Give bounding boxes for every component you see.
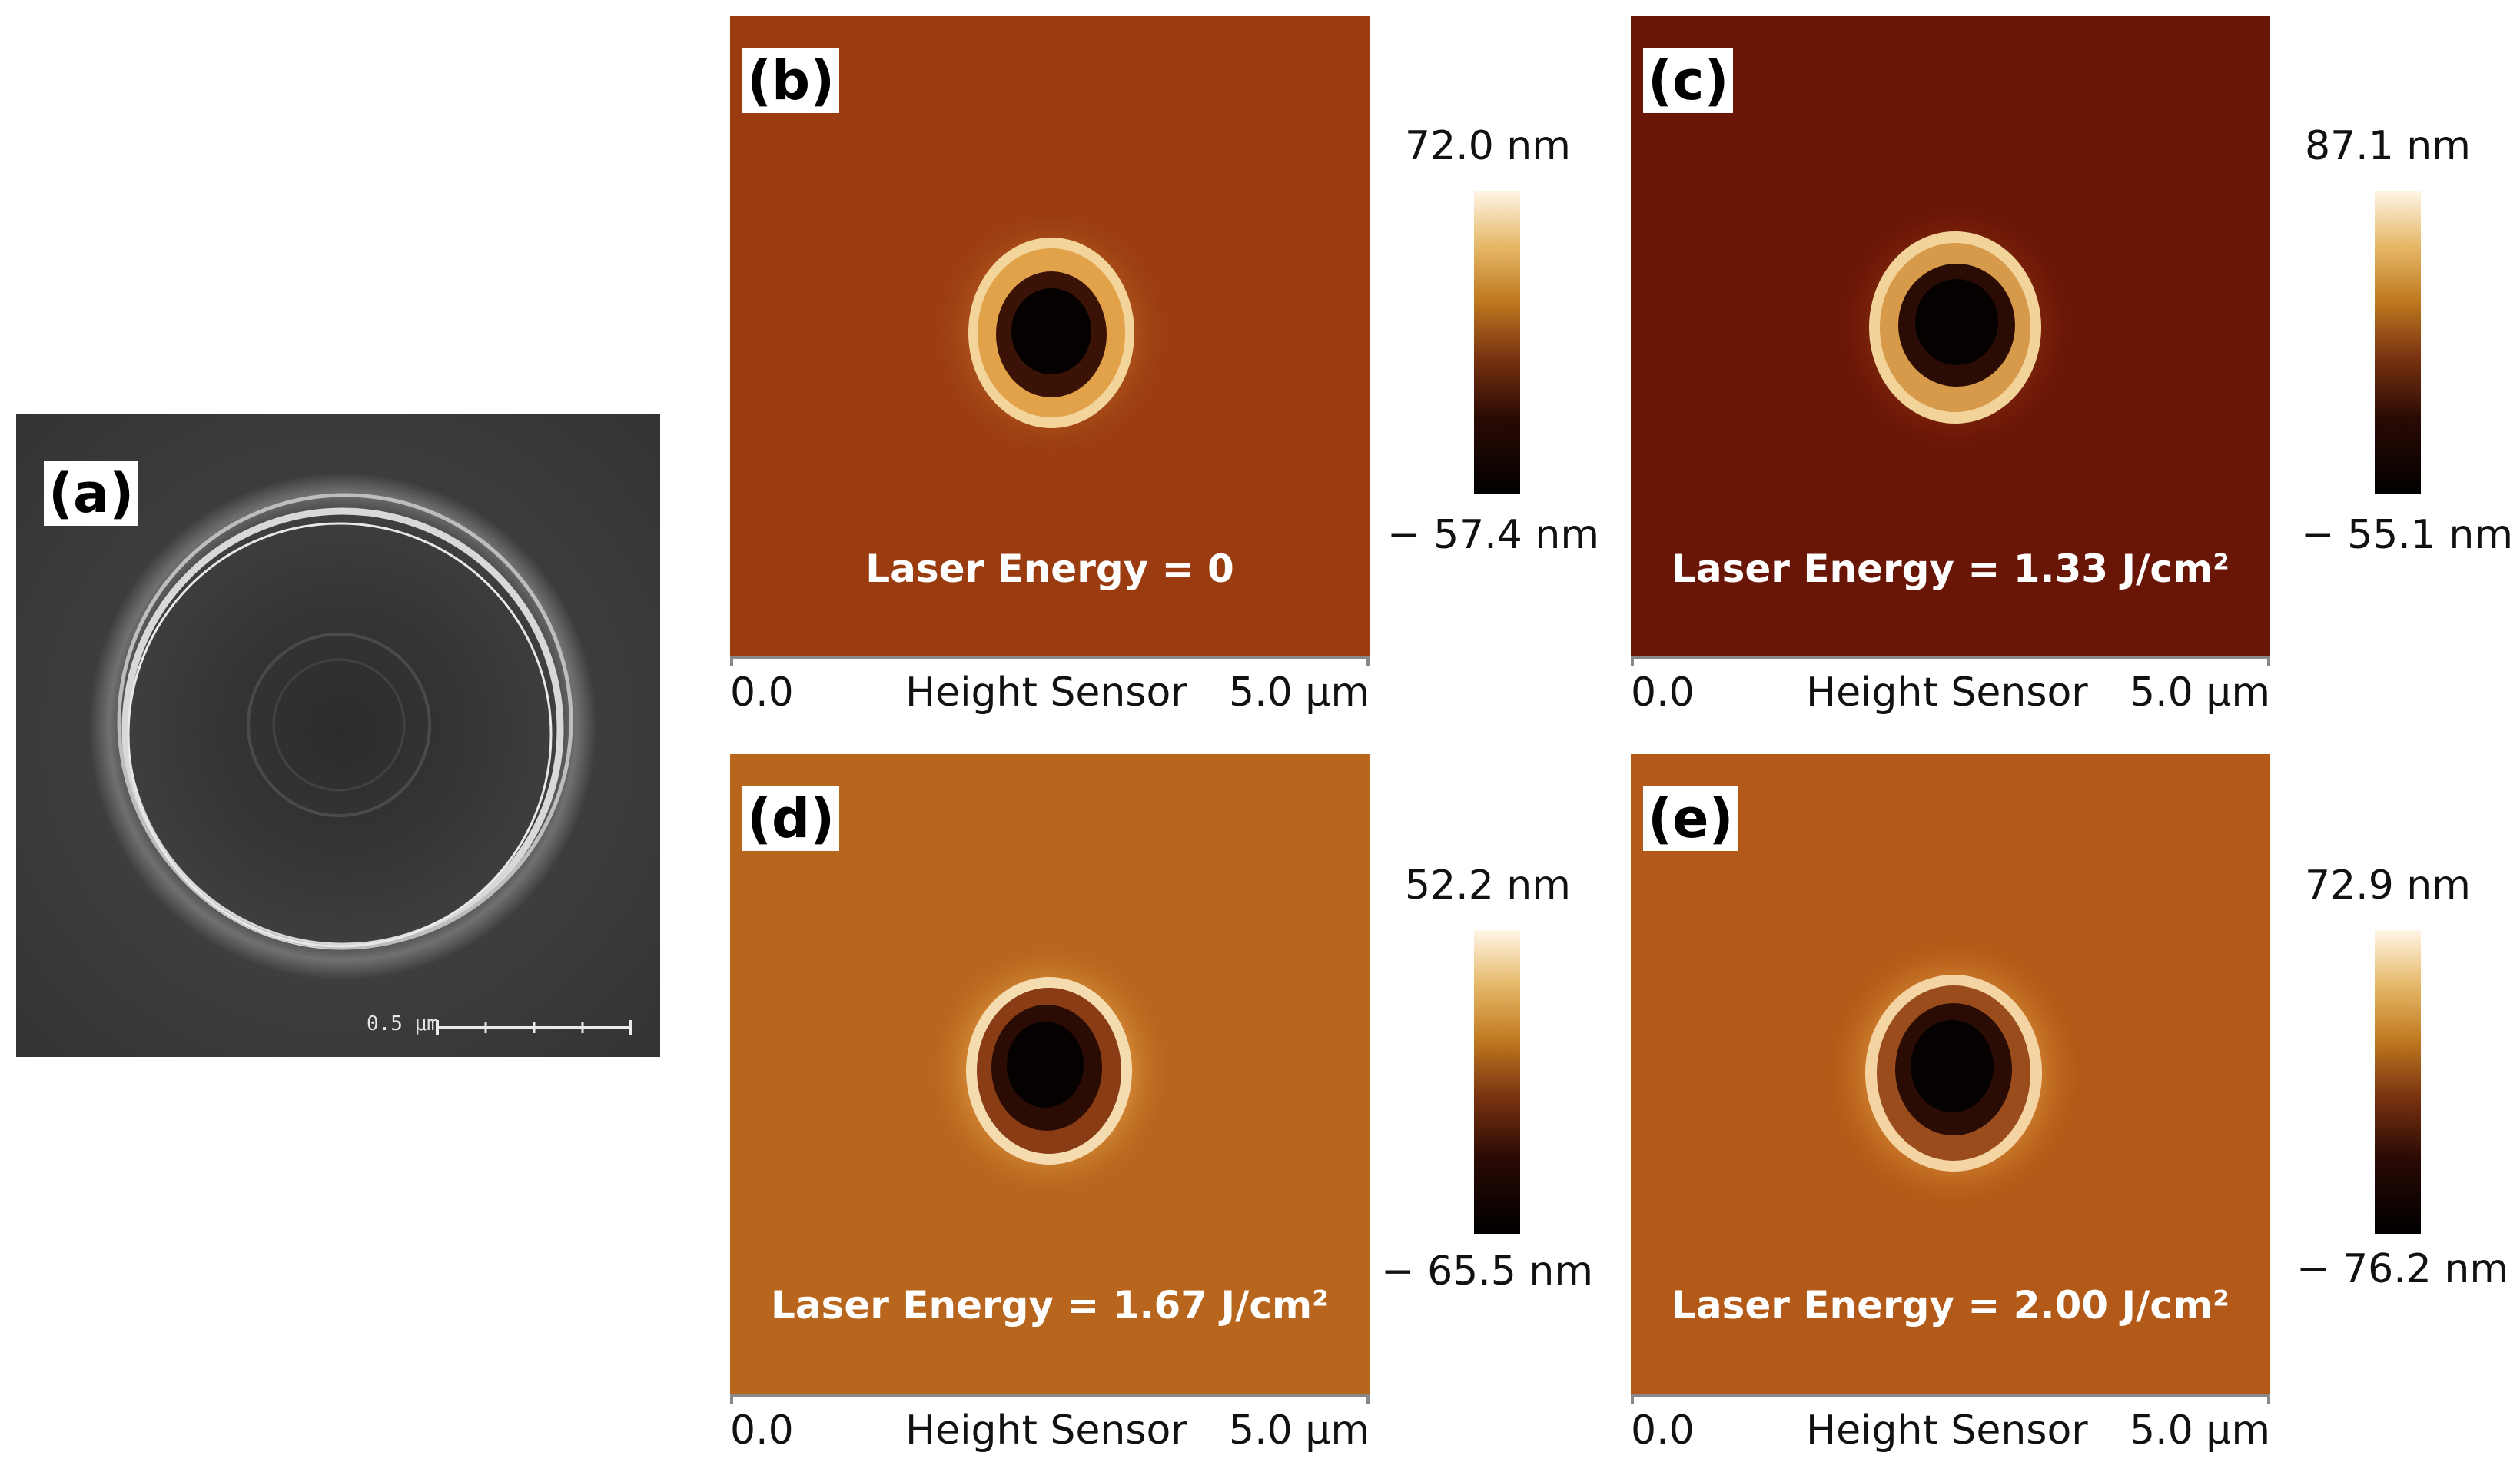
laser-energy-label-c: Laser Energy = 1.33 J/cm² [1671,547,2230,591]
colorbar-e [2375,930,2421,1234]
colorbar-max-c: 87.1 nm [2305,123,2471,169]
afm-height-map-e [1631,754,2270,1394]
sem-micrograph [16,414,660,1057]
panel-label-c: (c) [1643,48,1734,113]
axis-end-b: 5.0 μm [1229,670,1370,716]
afm-height-map-b [730,16,1370,656]
axis-start-c: 0.0 [1631,670,1695,716]
panel-label-e: (e) [1643,786,1738,851]
sem-image-panel: (a) 0.5 μm [16,414,660,1057]
colorbar-min-c: − 55.1 nm [2301,512,2514,558]
colorbar-min-b: − 57.4 nm [1387,512,1600,558]
afm-panel-e: (e) Laser Energy = 2.00 J/cm² [1631,754,2270,1394]
axis-end-c: 5.0 μm [2130,670,2270,716]
laser-energy-label-d: Laser Energy = 1.67 J/cm² [770,1283,1330,1328]
colorbar-d [1474,930,1520,1234]
afm-panel-b: (b) Laser Energy = 0 [730,16,1370,656]
afm-height-map-d [730,754,1370,1394]
colorbar-max-b: 72.0 nm [1405,123,1571,169]
colorbar-max-e: 72.9 nm [2305,862,2471,909]
axis-end-e: 5.0 μm [2130,1408,2270,1454]
panel-label-a: (a) [44,461,139,526]
afm-panel-d: (d) Laser Energy = 1.67 J/cm² [730,754,1370,1394]
colorbar-min-e: − 76.2 nm [2296,1246,2509,1292]
axis-start-e: 0.0 [1631,1408,1695,1454]
afm-height-map-c [1631,16,2270,656]
axis-start-d: 0.0 [730,1408,794,1454]
colorbar-min-d: − 65.5 nm [1381,1248,1594,1295]
axis-b: 0.0 Height Sensor 5.0 μm [730,656,1370,720]
panel-label-d: (d) [742,786,840,851]
afm-panel-c: (c) Laser Energy = 1.33 J/cm² [1631,16,2270,656]
colorbar-max-d: 52.2 nm [1405,862,1571,909]
laser-energy-label-b: Laser Energy = 0 [865,547,1234,591]
colorbar-c [2375,191,2421,494]
laser-energy-label-e: Laser Energy = 2.00 J/cm² [1671,1283,2230,1328]
axis-title-e: Height Sensor [1806,1408,2088,1454]
axis-e: 0.0 Height Sensor 5.0 μm [1631,1394,2270,1458]
axis-title-d: Height Sensor [905,1408,1187,1454]
axis-title-c: Height Sensor [1806,670,2088,716]
colorbar-b [1474,191,1520,494]
scale-bar-label: 0.5 μm [367,1012,439,1035]
axis-title-b: Height Sensor [905,670,1187,716]
axis-start-b: 0.0 [730,670,794,716]
axis-d: 0.0 Height Sensor 5.0 μm [730,1394,1370,1458]
axis-c: 0.0 Height Sensor 5.0 μm [1631,656,2270,720]
panel-label-b: (b) [742,48,840,113]
axis-end-d: 5.0 μm [1229,1408,1370,1454]
